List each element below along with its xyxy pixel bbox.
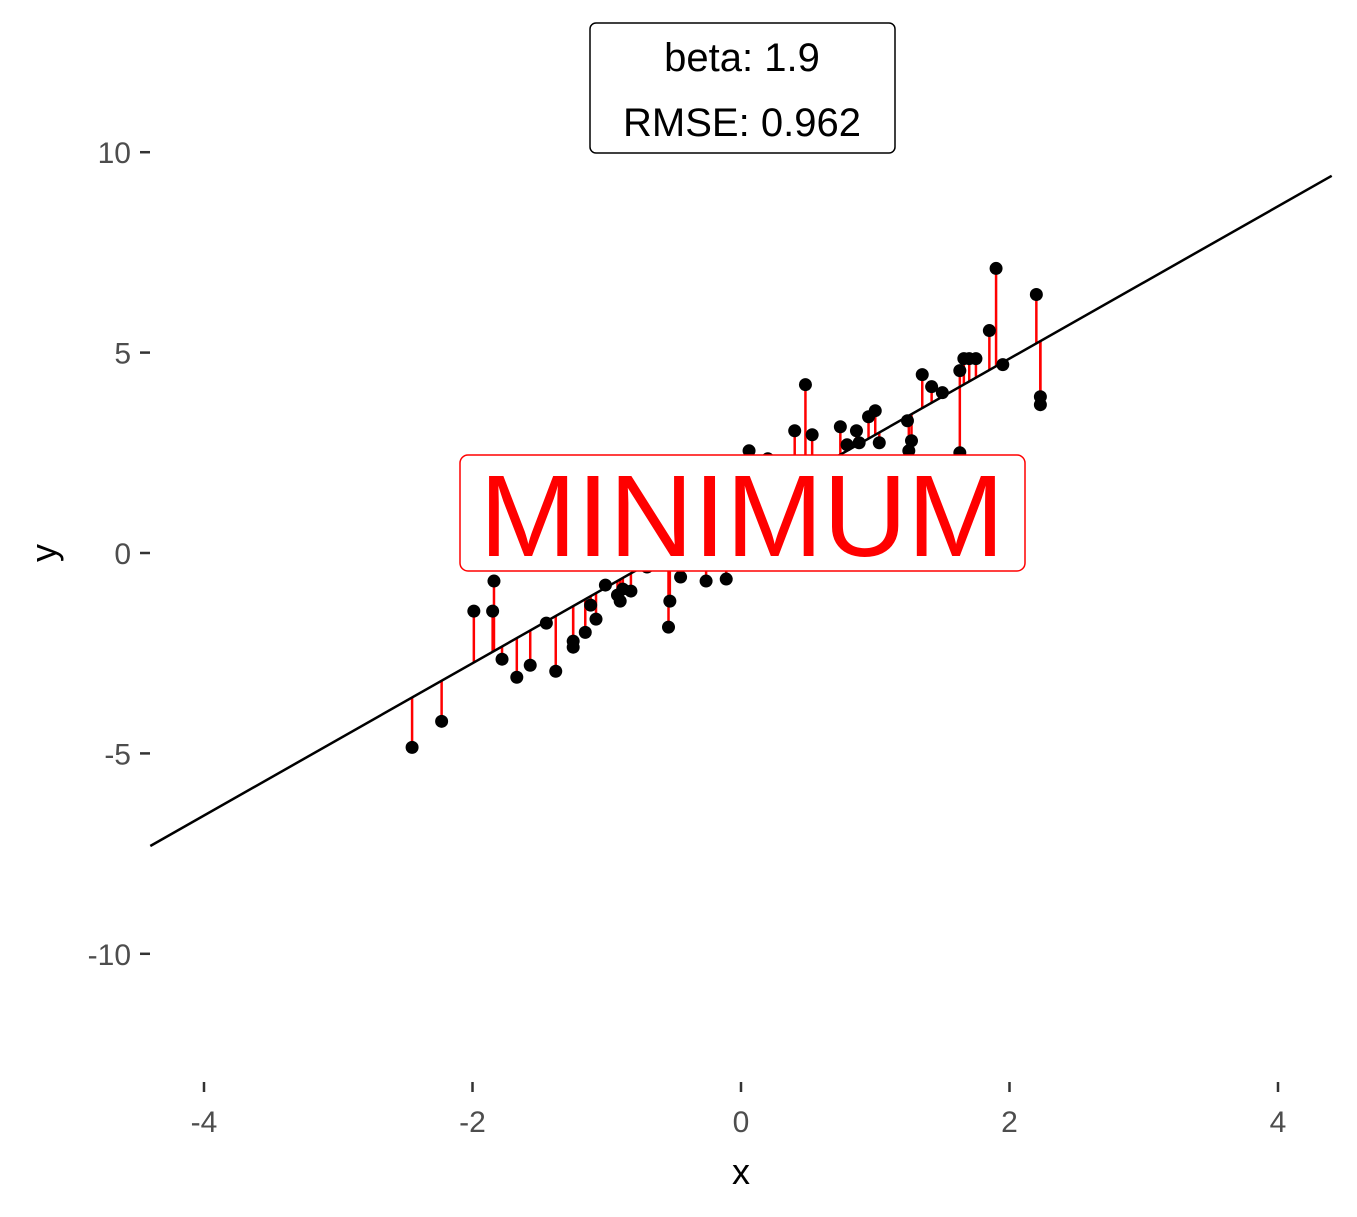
data-point [798,378,812,392]
x-tick-label: 2 [1001,1106,1018,1139]
data-point [788,424,802,438]
data-point [699,574,713,588]
data-point [925,380,939,394]
data-point [902,444,916,458]
data-point [900,414,914,428]
data-point [405,740,419,754]
data-point [539,616,553,630]
data-point [742,444,756,458]
data-point [833,420,847,434]
y-tick-label: 0 [114,538,131,571]
y-tick-label: -5 [104,738,131,771]
data-point [578,625,592,639]
data-point [523,658,537,672]
minimum-banner-text: MINIMUM [480,451,1005,581]
data-point [566,634,580,648]
data-points [405,261,1047,754]
beta-label: beta: 1.9 [664,36,820,80]
data-point [487,574,501,588]
x-tick-label: -2 [459,1106,486,1139]
data-point [719,572,733,586]
minimum-banner-box [459,454,1026,572]
data-point [674,570,688,584]
x-axis-title: x [732,1151,750,1192]
data-point [663,594,677,608]
data-point [840,438,854,452]
x-tick-label: 4 [1270,1106,1287,1139]
data-point [935,386,949,400]
data-point [904,434,918,448]
data-point [1033,398,1047,412]
data-point [989,261,1003,275]
data-point [915,368,929,382]
data-point [589,612,603,626]
data-point [467,604,481,618]
data-point [486,604,500,618]
y-tick-label: 5 [114,338,131,371]
data-point [613,594,627,608]
x-tick-label: 0 [733,1106,750,1139]
stats-annotation: beta: 1.9 RMSE: 0.962 [589,22,896,154]
data-point [549,664,563,678]
y-axis: -10 -5 0 5 10 [88,137,150,972]
data-point [1029,287,1043,301]
y-axis-title: y [23,544,64,562]
data-point [982,324,996,338]
data-point [953,364,967,378]
data-point [849,424,863,438]
x-tick-label: -4 [191,1106,218,1139]
y-tick-label: 10 [98,137,131,170]
data-point [510,670,524,684]
minimum-banner: MINIMUM [459,451,1026,581]
data-point [872,436,886,450]
data-point [996,358,1010,372]
data-point [435,714,449,728]
y-tick-label: -10 [88,939,131,972]
data-point [495,652,509,666]
data-point [852,436,866,450]
data-point [584,598,598,612]
data-point [969,352,983,366]
stats-annotation-box [589,22,896,154]
data-point [598,578,612,592]
data-point [805,428,819,442]
rmse-label: RMSE: 0.962 [623,101,861,145]
x-axis: -4 -2 0 2 4 [191,1082,1287,1139]
data-point [868,404,882,418]
data-point [624,584,638,598]
data-point [662,620,676,634]
